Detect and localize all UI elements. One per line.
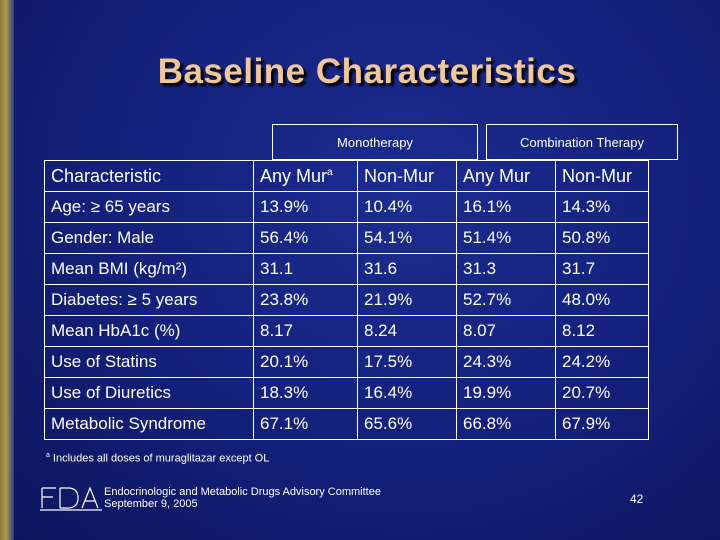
cell-value: 48.0% [555, 284, 649, 316]
cell-value: 16.4% [357, 377, 457, 409]
committee-name: Endocrinologic and Metabolic Drugs Advis… [104, 486, 381, 498]
footnote-text: Includes all doses of muraglitazar excep… [52, 452, 270, 465]
baseline-table: Characteristic Any Mura Non-Mur Any Mur … [44, 160, 649, 440]
monotherapy-group-header: Monotherapy [272, 124, 478, 160]
header-any-mur-combo: Any Mur [456, 160, 556, 192]
cell-value: 24.2% [555, 346, 649, 378]
cell-value: 67.9% [555, 408, 649, 440]
cell-value: 20.7% [555, 377, 649, 409]
table-row: Mean BMI (kg/m²) 31.1 31.6 31.3 31.7 [44, 253, 649, 285]
header-any-mur-label: Any Mur [260, 165, 328, 186]
cell-value: 10.4% [357, 191, 457, 223]
combination-group-header: Combination Therapy [486, 124, 678, 160]
fda-logo-icon [40, 486, 102, 511]
cell-value: 8.12 [555, 315, 649, 347]
row-label: Metabolic Syndrome [44, 408, 254, 440]
cell-value: 54.1% [357, 222, 457, 254]
cell-value: 56.4% [253, 222, 358, 254]
meeting-date: September 9, 2005 [104, 498, 198, 510]
cell-value: 31.1 [253, 253, 358, 285]
cell-value: 16.1% [456, 191, 556, 223]
cell-value: 13.9% [253, 191, 358, 223]
footnote: a Includes all doses of muraglitazar exce… [46, 452, 269, 465]
cell-value: 21.9% [357, 284, 457, 316]
table-row: Age: ≥ 65 years 13.9% 10.4% 16.1% 14.3% [44, 191, 649, 223]
cell-value: 66.8% [456, 408, 556, 440]
cell-value: 67.1% [253, 408, 358, 440]
header-any-mur-mono: Any Mura [253, 160, 358, 192]
header-non-mur-combo: Non-Mur [555, 160, 649, 192]
table-row: Metabolic Syndrome 67.1% 65.6% 66.8% 67.9% [44, 408, 649, 440]
cell-value: 31.3 [456, 253, 556, 285]
cell-value: 8.24 [357, 315, 457, 347]
table-row: Mean HbA1c (%) 8.17 8.24 8.07 8.12 [44, 315, 649, 347]
row-label: Gender: Male [44, 222, 254, 254]
row-label: Use of Statins [44, 346, 254, 378]
cell-value: 19.9% [456, 377, 556, 409]
header-non-mur-mono: Non-Mur [357, 160, 457, 192]
cell-value: 51.4% [456, 222, 556, 254]
row-label: Mean HbA1c (%) [44, 315, 254, 347]
cell-value: 31.7 [555, 253, 649, 285]
cell-value: 20.1% [253, 346, 358, 378]
cell-value: 65.6% [357, 408, 457, 440]
table-header-row: Characteristic Any Mura Non-Mur Any Mur … [44, 160, 649, 192]
cell-value: 17.5% [357, 346, 457, 378]
table-row: Use of Diuretics 18.3% 16.4% 19.9% 20.7% [44, 377, 649, 409]
cell-value: 23.8% [253, 284, 358, 316]
table-row: Gender: Male 56.4% 54.1% 51.4% 50.8% [44, 222, 649, 254]
cell-value: 52.7% [456, 284, 556, 316]
footnote-marker: a [46, 452, 50, 459]
cell-value: 50.8% [555, 222, 649, 254]
row-label: Mean BMI (kg/m²) [44, 253, 254, 285]
header-characteristic: Characteristic [44, 160, 254, 192]
page-number: 42 [630, 492, 644, 506]
row-label: Age: ≥ 65 years [44, 191, 254, 223]
cell-value: 18.3% [253, 377, 358, 409]
cell-value: 14.3% [555, 191, 649, 223]
row-label: Diabetes: ≥ 5 years [44, 284, 254, 316]
table-row: Use of Statins 20.1% 17.5% 24.3% 24.2% [44, 346, 649, 378]
cell-value: 8.07 [456, 315, 556, 347]
cell-value: 31.6 [357, 253, 457, 285]
cell-value: 24.3% [456, 346, 556, 378]
row-label: Use of Diuretics [44, 377, 254, 409]
header-footnote-marker: a [327, 166, 333, 178]
table-row: Diabetes: ≥ 5 years 23.8% 21.9% 52.7% 48.0% [44, 284, 649, 316]
cell-value: 8.17 [253, 315, 358, 347]
committee-info: Endocrinologic and Metabolic Drugs Advis… [104, 486, 381, 510]
column-groups: Monotherapy Combination Therapy [14, 124, 720, 160]
slide-title: Baseline Characteristics [157, 52, 577, 91]
